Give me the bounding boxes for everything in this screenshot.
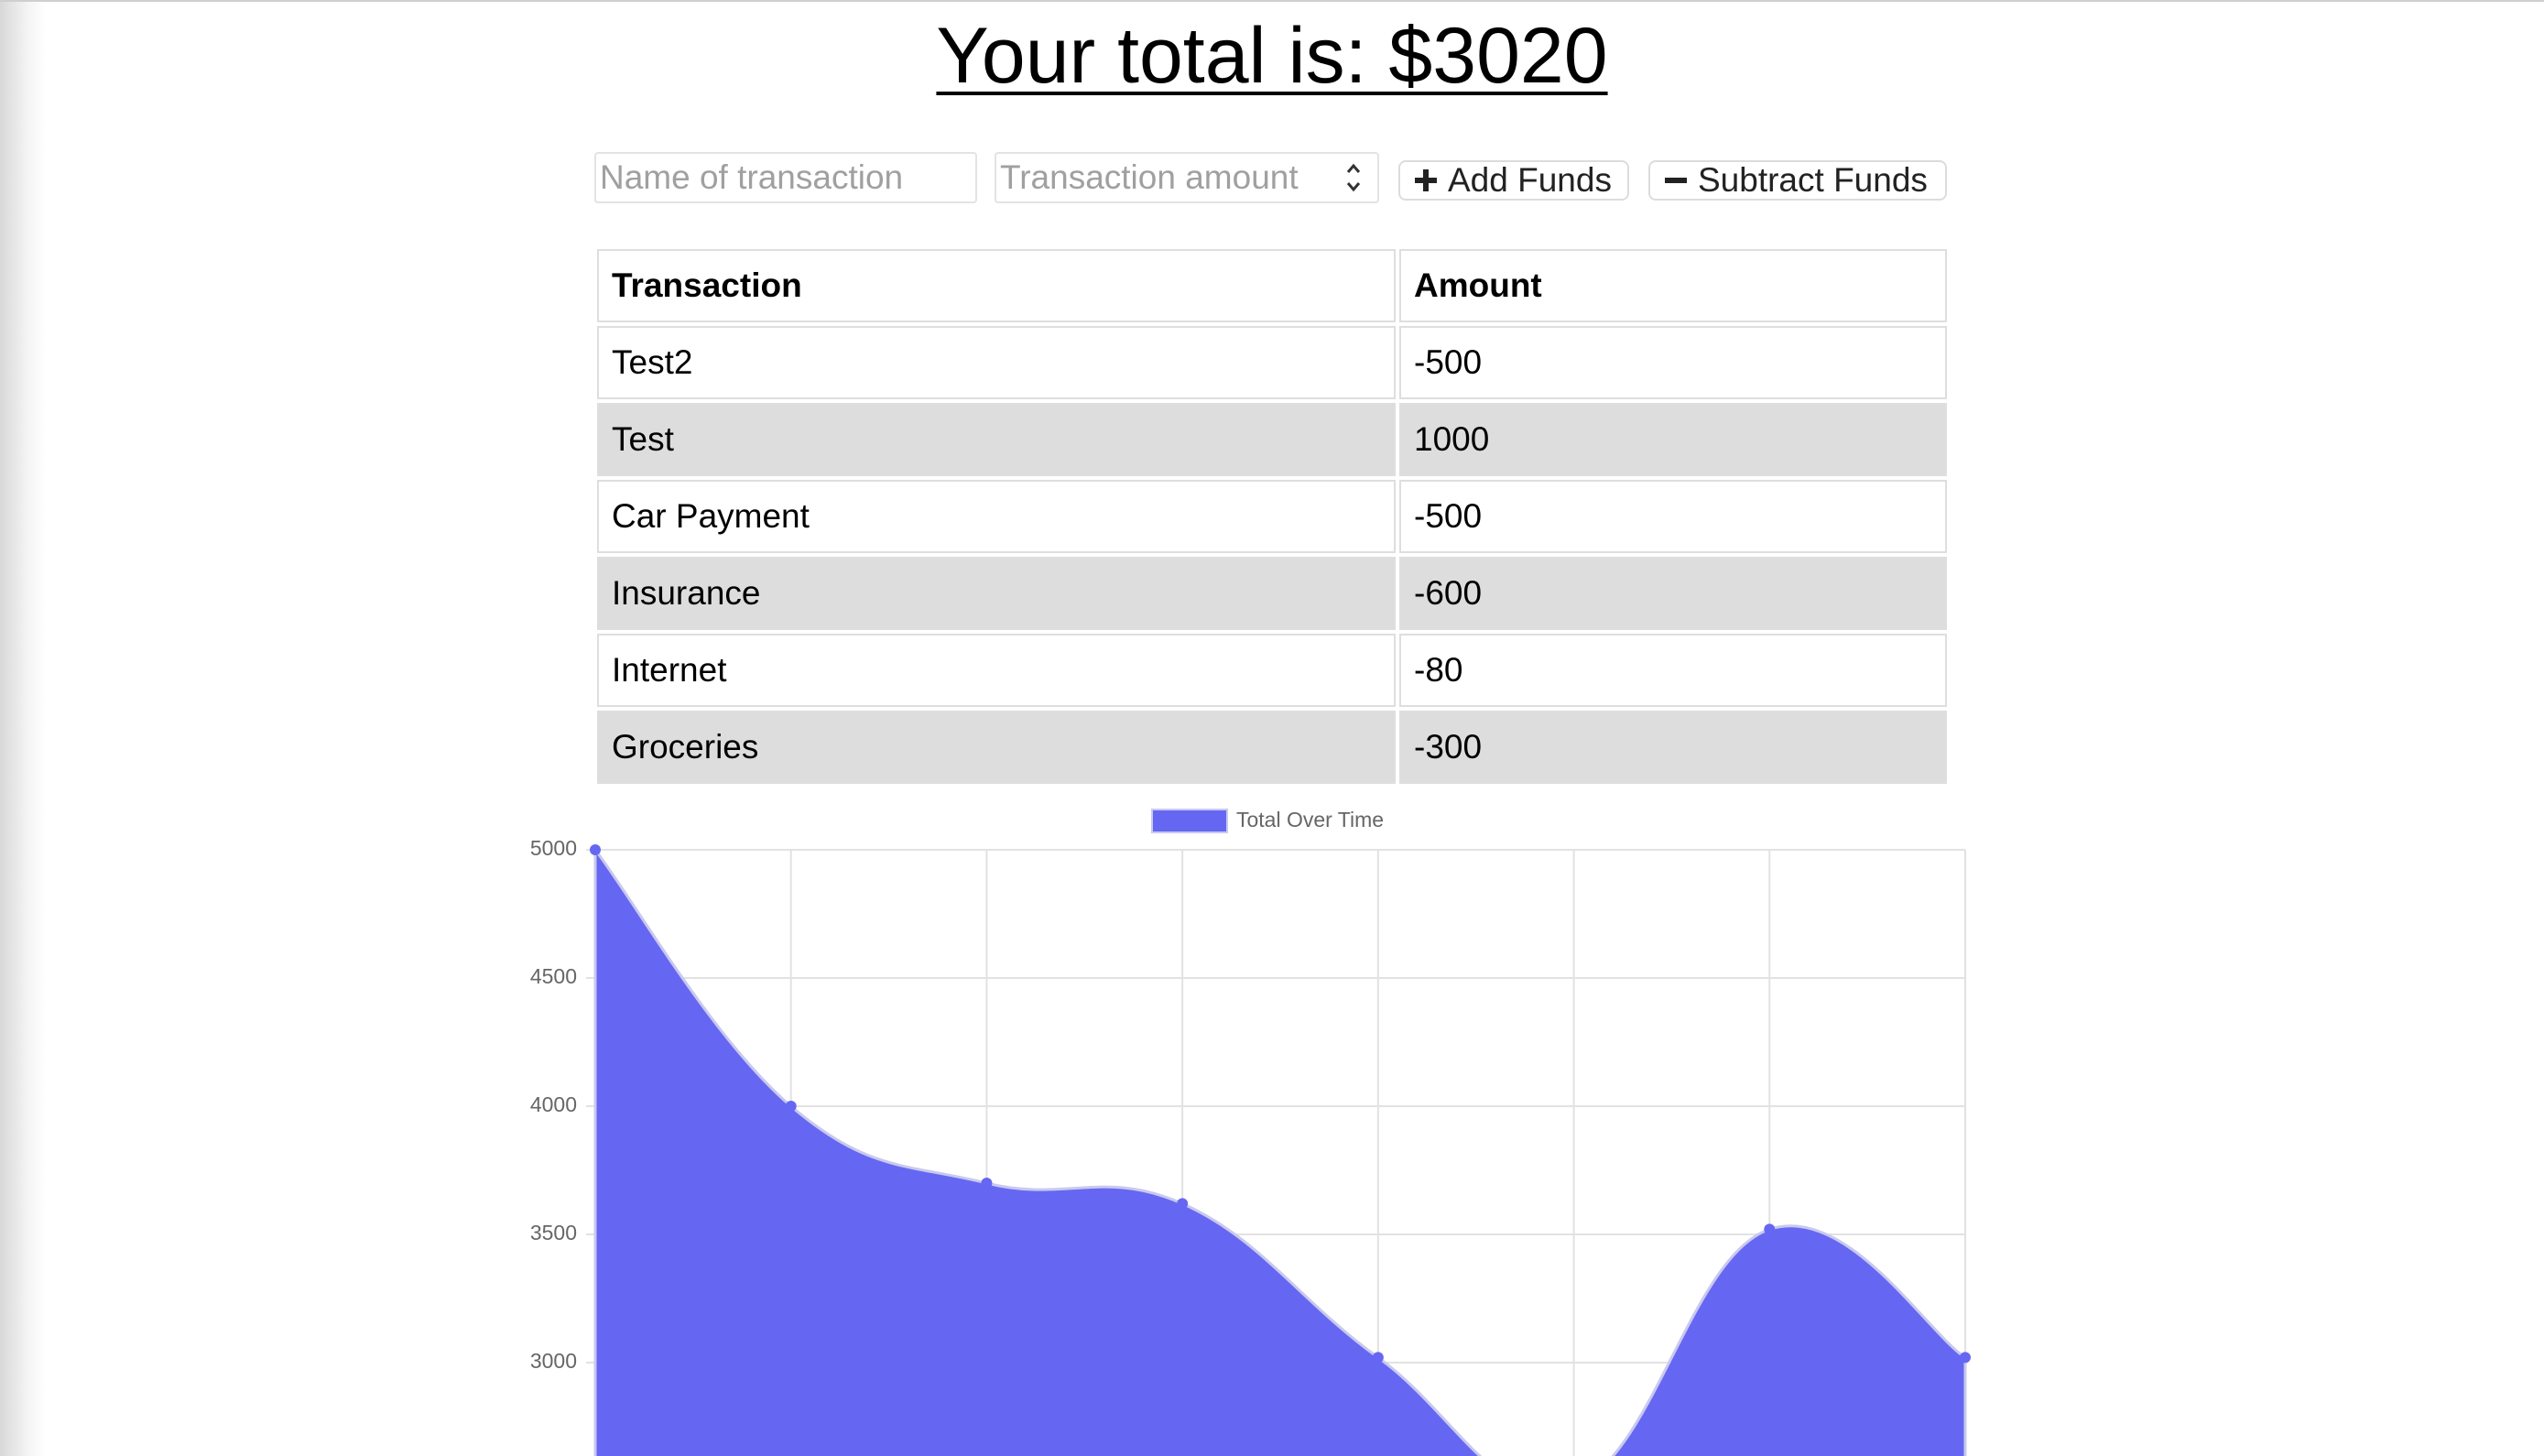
table-cell: Test: [597, 403, 1396, 476]
name-input[interactable]: [594, 152, 977, 203]
point: [590, 844, 601, 855]
point: [1177, 1198, 1189, 1210]
minus-icon: [1665, 178, 1687, 183]
table-cell: -500: [1399, 480, 1947, 553]
header-row: Transaction Amount: [597, 249, 1947, 322]
total-title: Your total is: $3020: [936, 12, 1608, 100]
legend-label: Total Over Time: [1236, 808, 1384, 831]
point: [785, 1101, 797, 1112]
point: [1372, 1352, 1384, 1364]
table-row: Car Payment -500: [597, 480, 1947, 553]
y-tick-label: 3000: [530, 1349, 577, 1373]
button-label: Subtract Funds: [1698, 161, 1928, 199]
table-cell: Car Payment: [597, 480, 1396, 553]
table-cell: Groceries: [597, 711, 1396, 784]
point: [1960, 1352, 1971, 1364]
chart: 3000 3500 4000 4500 5000 Total Over Time: [530, 808, 1971, 1456]
spinner: [1346, 163, 1361, 192]
transactions-table: Transaction Amount Test2 -500 Test 1000 Car Pa…: [593, 245, 1951, 788]
top-border: [0, 0, 2544, 2]
table-row: Insurance -600: [597, 557, 1947, 630]
table-cell: 1000: [1399, 403, 1947, 476]
header-cell: Amount: [1399, 249, 1947, 322]
table-cell: -500: [1399, 326, 1947, 399]
point: [981, 1178, 993, 1189]
y-tick-label: 4500: [530, 964, 577, 988]
button-label: Add Funds: [1448, 161, 1612, 199]
point: [1764, 1223, 1776, 1235]
table-row: Test 1000: [597, 403, 1947, 476]
area: [593, 845, 1967, 1456]
subtract-funds-button[interactable]: Subtract Funds: [1648, 160, 1947, 201]
table-row: Test2 -500: [597, 326, 1947, 399]
table-container: Transaction Amount Test2 -500 Test 1000 Car Pa…: [593, 245, 1951, 792]
amount-input[interactable]: [995, 152, 1379, 203]
y-tick-label: 5000: [530, 836, 577, 860]
table-row: Groceries -300: [597, 711, 1947, 784]
legend-swatch: [1151, 809, 1228, 833]
table-row: Internet -80: [597, 634, 1947, 707]
table-cell: Test2: [597, 326, 1396, 399]
header-cell: Transaction: [597, 249, 1396, 322]
window-edge: [0, 0, 46, 1456]
plus-icon: [1415, 169, 1437, 191]
table-cell: Internet: [597, 634, 1396, 707]
y-tick-label: 3500: [530, 1221, 577, 1244]
table-cell: -600: [1399, 557, 1947, 630]
table-cell: -300: [1399, 711, 1947, 784]
table-cell: Insurance: [597, 557, 1396, 630]
add-funds-button[interactable]: Add Funds: [1398, 160, 1629, 201]
y-tick-label: 4000: [530, 1092, 577, 1116]
table-cell: -80: [1399, 634, 1947, 707]
